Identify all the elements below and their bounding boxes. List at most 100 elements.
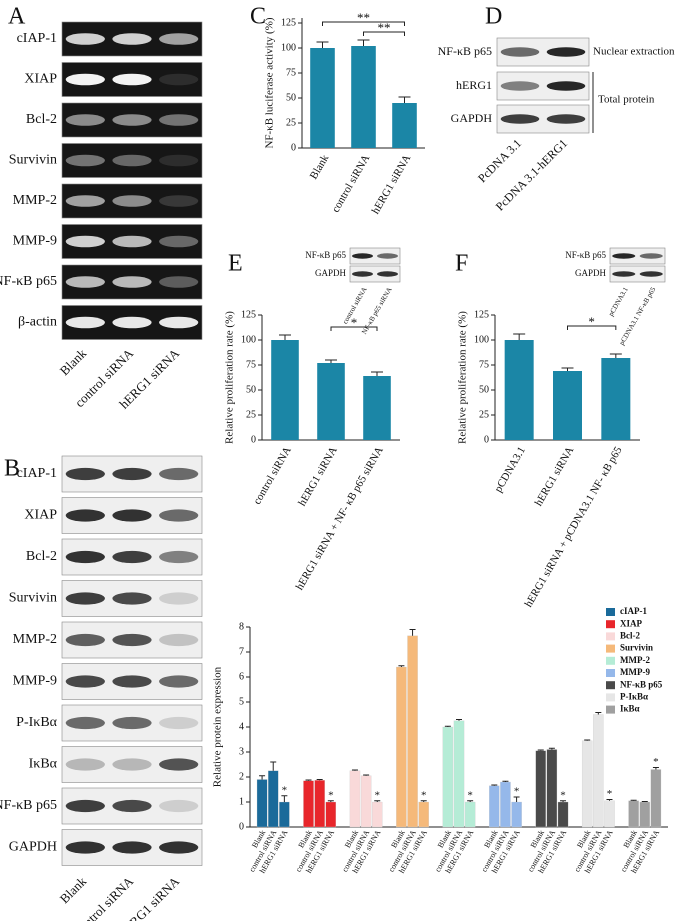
lane-label: PcDNA 3.1 xyxy=(475,136,524,185)
error-bar xyxy=(420,800,427,802)
bar xyxy=(303,780,314,828)
error-bar xyxy=(502,780,509,782)
bar xyxy=(325,801,337,828)
bar xyxy=(418,801,429,828)
inset-lane-label: pCDNA3.1 xyxy=(607,285,630,317)
blot-row-label: cIAP-1 xyxy=(17,31,57,46)
blot-band xyxy=(112,195,152,207)
blot-strip xyxy=(349,247,401,265)
error-bar xyxy=(259,775,266,780)
legend-label: IκBα xyxy=(620,704,640,714)
legend-label: cIAP-1 xyxy=(620,606,647,616)
blot-row-label: Bcl-2 xyxy=(26,112,57,127)
blot-band xyxy=(65,467,105,481)
blot-band xyxy=(500,114,540,124)
blot-band xyxy=(65,509,105,522)
bar xyxy=(639,801,651,828)
blot-band xyxy=(352,253,373,259)
legend-swatch xyxy=(606,681,615,690)
error-bar xyxy=(371,371,383,376)
error-bar xyxy=(270,761,277,771)
error-bar xyxy=(398,665,405,667)
y-axis-label: Relative proliferation rate (%) xyxy=(457,311,469,444)
bar xyxy=(407,635,418,828)
blot-band xyxy=(112,716,152,730)
y-tick-label: 1 xyxy=(239,796,244,807)
significance-label: * xyxy=(588,314,595,329)
y-tick-label: 125 xyxy=(281,17,296,28)
legend-swatch xyxy=(606,669,615,677)
blot-band xyxy=(65,758,105,771)
blot-band xyxy=(159,73,199,86)
significance-label: * xyxy=(560,789,566,801)
blot-band xyxy=(377,253,398,259)
legend-swatch xyxy=(606,632,615,641)
blot-row-label: β-actin xyxy=(18,315,57,330)
blot-band xyxy=(112,841,152,854)
blot-band xyxy=(500,47,540,57)
y-tick-label: 50 xyxy=(286,92,296,103)
bar xyxy=(650,769,662,828)
y-tick-label: 50 xyxy=(246,384,256,395)
error-bar xyxy=(467,800,474,802)
blot-band xyxy=(112,154,152,167)
y-tick-label: 100 xyxy=(241,334,256,345)
bar xyxy=(500,781,511,828)
panel-letter: C xyxy=(250,4,266,30)
error-bar xyxy=(652,767,659,770)
blot-band xyxy=(546,47,586,57)
error-bar xyxy=(491,784,498,786)
blot-band xyxy=(159,467,199,481)
blot-strip xyxy=(349,265,401,283)
y-tick-label: 25 xyxy=(286,117,296,128)
blot-band xyxy=(65,235,105,248)
legend-label: MMP-2 xyxy=(620,655,650,665)
x-tick-label: hERG1 siRNA xyxy=(533,445,577,508)
lane-label: Blank xyxy=(57,873,90,906)
panel-letter: E xyxy=(228,251,243,277)
bar xyxy=(349,770,361,828)
x-tick-label: hERG1 siRNA xyxy=(296,445,340,508)
error-bar xyxy=(398,96,411,103)
x-tick-label: control siRNA xyxy=(251,445,294,507)
blot-band xyxy=(159,841,199,854)
bar xyxy=(310,48,335,148)
y-tick-label: 75 xyxy=(286,67,296,78)
blot-band xyxy=(159,114,199,126)
blot-band xyxy=(352,271,373,277)
error-bar xyxy=(606,799,613,801)
blot-row-label: cIAP-1 xyxy=(17,466,57,481)
inset-row-label: NF-κB p65 xyxy=(305,250,346,260)
blot-band xyxy=(112,509,152,522)
bar xyxy=(256,779,268,828)
legend-swatch xyxy=(606,620,615,629)
y-tick-label: 0 xyxy=(484,434,489,445)
bar xyxy=(601,358,631,440)
blot-band xyxy=(612,253,636,259)
blot-band xyxy=(65,195,105,207)
significance-label: * xyxy=(351,315,358,330)
blot-band xyxy=(159,276,199,288)
y-tick-label: 25 xyxy=(479,409,489,420)
blot-row-label: NF-κB p65 xyxy=(0,274,57,289)
blot-row-label: Survivin xyxy=(9,591,57,606)
blot-band xyxy=(500,81,540,91)
blot-band xyxy=(112,467,152,481)
blot-row-label: XIAP xyxy=(24,72,57,87)
blot-band xyxy=(112,758,152,771)
legend-swatch xyxy=(606,644,615,653)
y-tick-label: 0 xyxy=(291,142,296,153)
inset-row-label: NF-κB p65 xyxy=(565,250,606,260)
error-bar xyxy=(363,774,370,776)
significance-label: ** xyxy=(378,20,391,35)
bar xyxy=(442,726,454,828)
blot-row-label: P-IκBα xyxy=(16,715,58,730)
legend-label: P-IκBα xyxy=(620,691,648,701)
bar xyxy=(604,800,615,828)
blot-band xyxy=(112,633,152,647)
blot-band xyxy=(65,73,105,86)
significance-label: * xyxy=(514,786,520,798)
y-tick-label: 75 xyxy=(246,359,256,370)
legend-swatch xyxy=(606,693,615,702)
